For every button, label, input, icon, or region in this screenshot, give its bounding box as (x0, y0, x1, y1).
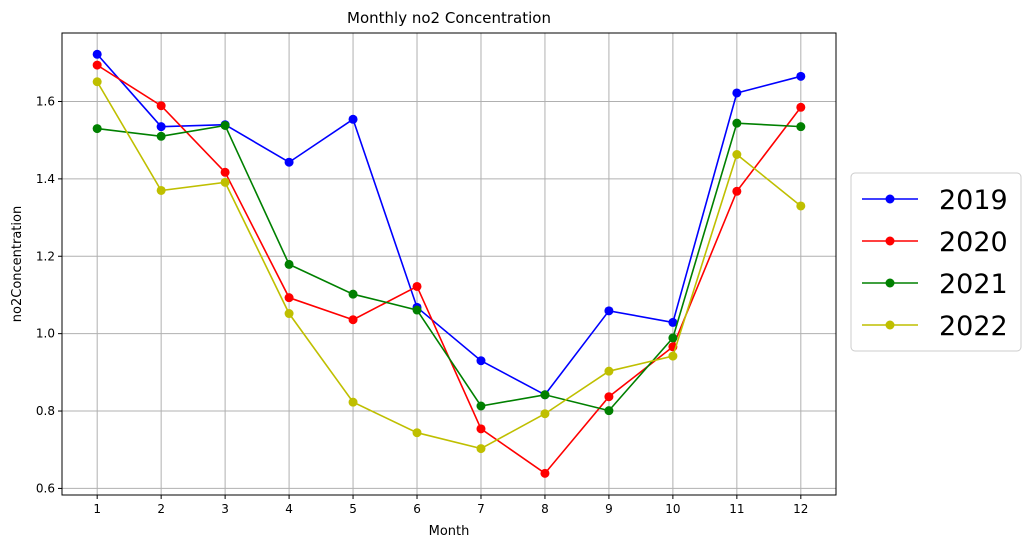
series-2022 (92, 77, 806, 454)
x-tick-label: 8 (541, 502, 549, 516)
data-point (796, 201, 806, 211)
y-tick-label: 0.6 (36, 481, 55, 495)
data-point (796, 71, 806, 81)
data-point (604, 406, 614, 416)
data-point (604, 366, 614, 376)
y-tick-label: 1.2 (36, 249, 55, 263)
data-point (284, 309, 294, 319)
data-point (732, 149, 742, 159)
data-point (668, 351, 678, 361)
x-axis-label: Month (429, 524, 470, 539)
data-point (732, 186, 742, 196)
data-point (540, 390, 550, 400)
data-point (156, 122, 166, 132)
x-tick-label: 10 (665, 502, 680, 516)
data-point (92, 60, 102, 70)
legend-marker (885, 236, 895, 246)
data-point (668, 317, 678, 327)
data-point (476, 444, 486, 454)
data-point (476, 424, 486, 434)
data-point (604, 306, 614, 316)
data-point (92, 77, 102, 87)
data-point (732, 88, 742, 98)
data-point (220, 120, 230, 130)
y-tick-label: 0.8 (36, 404, 55, 418)
data-point (348, 289, 358, 299)
data-point (476, 356, 486, 366)
x-tick-label: 4 (285, 502, 293, 516)
x-tick-label: 3 (221, 502, 229, 516)
y-axis-label: no2Concentration (10, 206, 25, 322)
data-point (284, 293, 294, 303)
legend-item-2021: 2021 (862, 269, 1008, 300)
data-point (732, 118, 742, 128)
legend-item-2022: 2022 (862, 311, 1008, 342)
y-tick-label: 1.0 (36, 327, 55, 341)
x-tick-label: 1 (93, 502, 101, 516)
data-point (412, 428, 422, 438)
legend-marker (885, 278, 895, 288)
data-point (604, 392, 614, 402)
data-point (796, 122, 806, 132)
legend-box (850, 172, 1022, 352)
y-tick-label: 1.4 (36, 172, 55, 186)
data-point (540, 468, 550, 478)
data-point (156, 131, 166, 141)
legend-label: 2022 (939, 311, 1008, 342)
x-tick-label: 5 (349, 502, 357, 516)
data-point (284, 259, 294, 269)
x-tick-label: 6 (413, 502, 421, 516)
legend-marker (885, 194, 895, 204)
axis-ticks: 1 2 3 4 5 6 7 8 9 10 11 120.60.81.01.21.41.6 (36, 94, 809, 516)
series-layer (92, 49, 806, 478)
data-point (476, 401, 486, 411)
legend-label: 2020 (939, 227, 1008, 258)
data-point (220, 177, 230, 187)
data-point (284, 157, 294, 167)
data-point (92, 124, 102, 134)
legend-item-2020: 2020 (862, 227, 1008, 258)
x-tick-label: 12 (793, 502, 808, 516)
legend-label: 2019 (939, 185, 1008, 216)
series-line-2022 (96, 81, 802, 450)
chart-title: Monthly no2 Concentration (347, 9, 551, 27)
series-line-2019 (96, 53, 802, 396)
legend-item-2019: 2019 (862, 185, 1008, 216)
y-tick-label: 1.6 (36, 94, 55, 108)
series-2021 (92, 118, 806, 416)
data-point (348, 397, 358, 407)
data-point (540, 409, 550, 419)
series-line-2021 (97, 122, 801, 412)
data-point (92, 49, 102, 59)
data-point (348, 114, 358, 124)
data-point (156, 185, 166, 195)
x-tick-label: 2 (157, 502, 165, 516)
legend-label: 2021 (939, 269, 1008, 300)
data-point (156, 101, 166, 111)
x-tick-label: 7 (477, 502, 485, 516)
data-point (796, 102, 806, 112)
x-tick-label: 9 (605, 502, 613, 516)
legend-marker (885, 320, 895, 330)
data-point (412, 281, 422, 291)
data-point (220, 167, 230, 177)
legend: 2019 2020 2021 2022 (850, 172, 1022, 352)
plot-frame (61, 32, 837, 496)
x-tick-label: 11 (729, 502, 744, 516)
data-point (412, 305, 422, 315)
data-point (668, 333, 678, 343)
data-point (348, 315, 358, 325)
